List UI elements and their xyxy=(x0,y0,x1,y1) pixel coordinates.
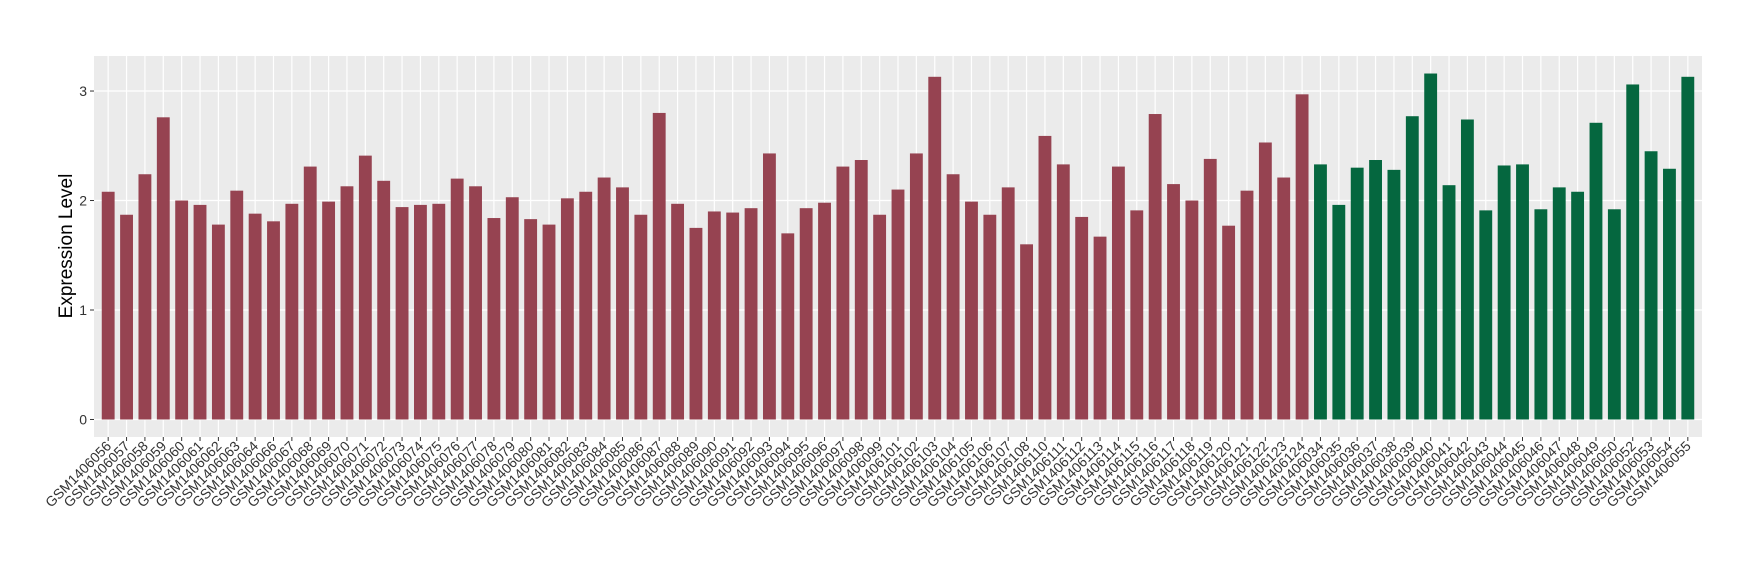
bar xyxy=(138,174,152,420)
bar xyxy=(1626,84,1640,420)
bar xyxy=(781,233,795,420)
bar xyxy=(1295,94,1309,420)
bar xyxy=(358,155,372,420)
bar xyxy=(1332,204,1346,420)
bar xyxy=(1130,210,1144,420)
bar xyxy=(652,112,666,420)
bar xyxy=(616,187,629,420)
bar xyxy=(303,166,317,420)
bar xyxy=(487,218,501,420)
bar xyxy=(634,214,648,420)
bar xyxy=(267,221,280,420)
bar xyxy=(1663,168,1676,420)
bar xyxy=(175,200,189,420)
bar xyxy=(322,201,336,420)
bar xyxy=(524,219,538,420)
bar xyxy=(854,160,868,420)
bar xyxy=(193,204,207,420)
bar xyxy=(579,191,593,420)
bar xyxy=(1479,210,1493,420)
bar xyxy=(542,224,556,420)
bar xyxy=(1314,164,1327,420)
bar xyxy=(1056,164,1070,420)
bar xyxy=(1258,142,1272,420)
bar xyxy=(230,190,244,420)
y-tick-label: 0 xyxy=(79,411,87,427)
bar xyxy=(1405,116,1419,420)
bar xyxy=(505,197,519,420)
bar xyxy=(1111,166,1125,420)
bar xyxy=(1369,160,1382,420)
bar xyxy=(1277,177,1291,420)
y-tick-label: 3 xyxy=(79,83,87,99)
bar xyxy=(1185,200,1199,420)
bar xyxy=(285,203,299,420)
bar xyxy=(1589,122,1603,420)
bar xyxy=(1167,184,1180,420)
bar xyxy=(818,202,831,420)
bar xyxy=(1607,209,1621,420)
bar xyxy=(799,208,813,420)
bar xyxy=(1075,216,1089,420)
bar xyxy=(1460,119,1474,420)
bar xyxy=(873,214,887,420)
bar xyxy=(836,166,850,420)
bar xyxy=(1387,169,1401,420)
bar xyxy=(1516,164,1529,420)
bar xyxy=(965,201,978,420)
bar xyxy=(928,76,942,420)
bar xyxy=(1093,236,1107,420)
bar xyxy=(1571,191,1585,420)
bar xyxy=(597,177,611,420)
bar xyxy=(1681,76,1695,420)
y-tick-label: 2 xyxy=(79,193,87,209)
bar xyxy=(762,153,776,420)
bar xyxy=(1203,158,1217,420)
bar xyxy=(469,186,482,420)
bar xyxy=(983,214,997,420)
bar xyxy=(1497,165,1511,420)
bar xyxy=(248,213,262,420)
bar xyxy=(744,208,758,420)
bar xyxy=(120,214,133,420)
bar xyxy=(1350,167,1364,420)
bar xyxy=(101,191,115,420)
y-axis-title: Expression Level xyxy=(56,174,77,319)
bar xyxy=(560,198,574,420)
bar xyxy=(1001,187,1015,420)
bar xyxy=(671,203,685,420)
bar xyxy=(689,227,703,420)
bar xyxy=(707,211,721,420)
bar xyxy=(1020,244,1034,420)
bar xyxy=(891,189,905,420)
bar xyxy=(1644,151,1658,420)
bar xyxy=(450,178,464,420)
bar xyxy=(156,117,170,420)
bar xyxy=(1222,225,1236,420)
bar xyxy=(1424,73,1438,420)
bar xyxy=(340,186,354,420)
bar xyxy=(1552,187,1566,420)
bar xyxy=(432,203,446,420)
bar xyxy=(1442,185,1456,420)
bar xyxy=(726,212,740,420)
bar xyxy=(395,207,409,420)
bar xyxy=(377,180,391,420)
bar xyxy=(1148,114,1162,420)
bar xyxy=(1240,190,1254,420)
bar xyxy=(1038,135,1052,420)
bar xyxy=(211,224,225,420)
y-tick-label: 1 xyxy=(79,302,87,318)
bar xyxy=(909,153,923,420)
bar xyxy=(414,204,427,420)
bar xyxy=(1534,209,1548,420)
bar xyxy=(946,174,960,420)
